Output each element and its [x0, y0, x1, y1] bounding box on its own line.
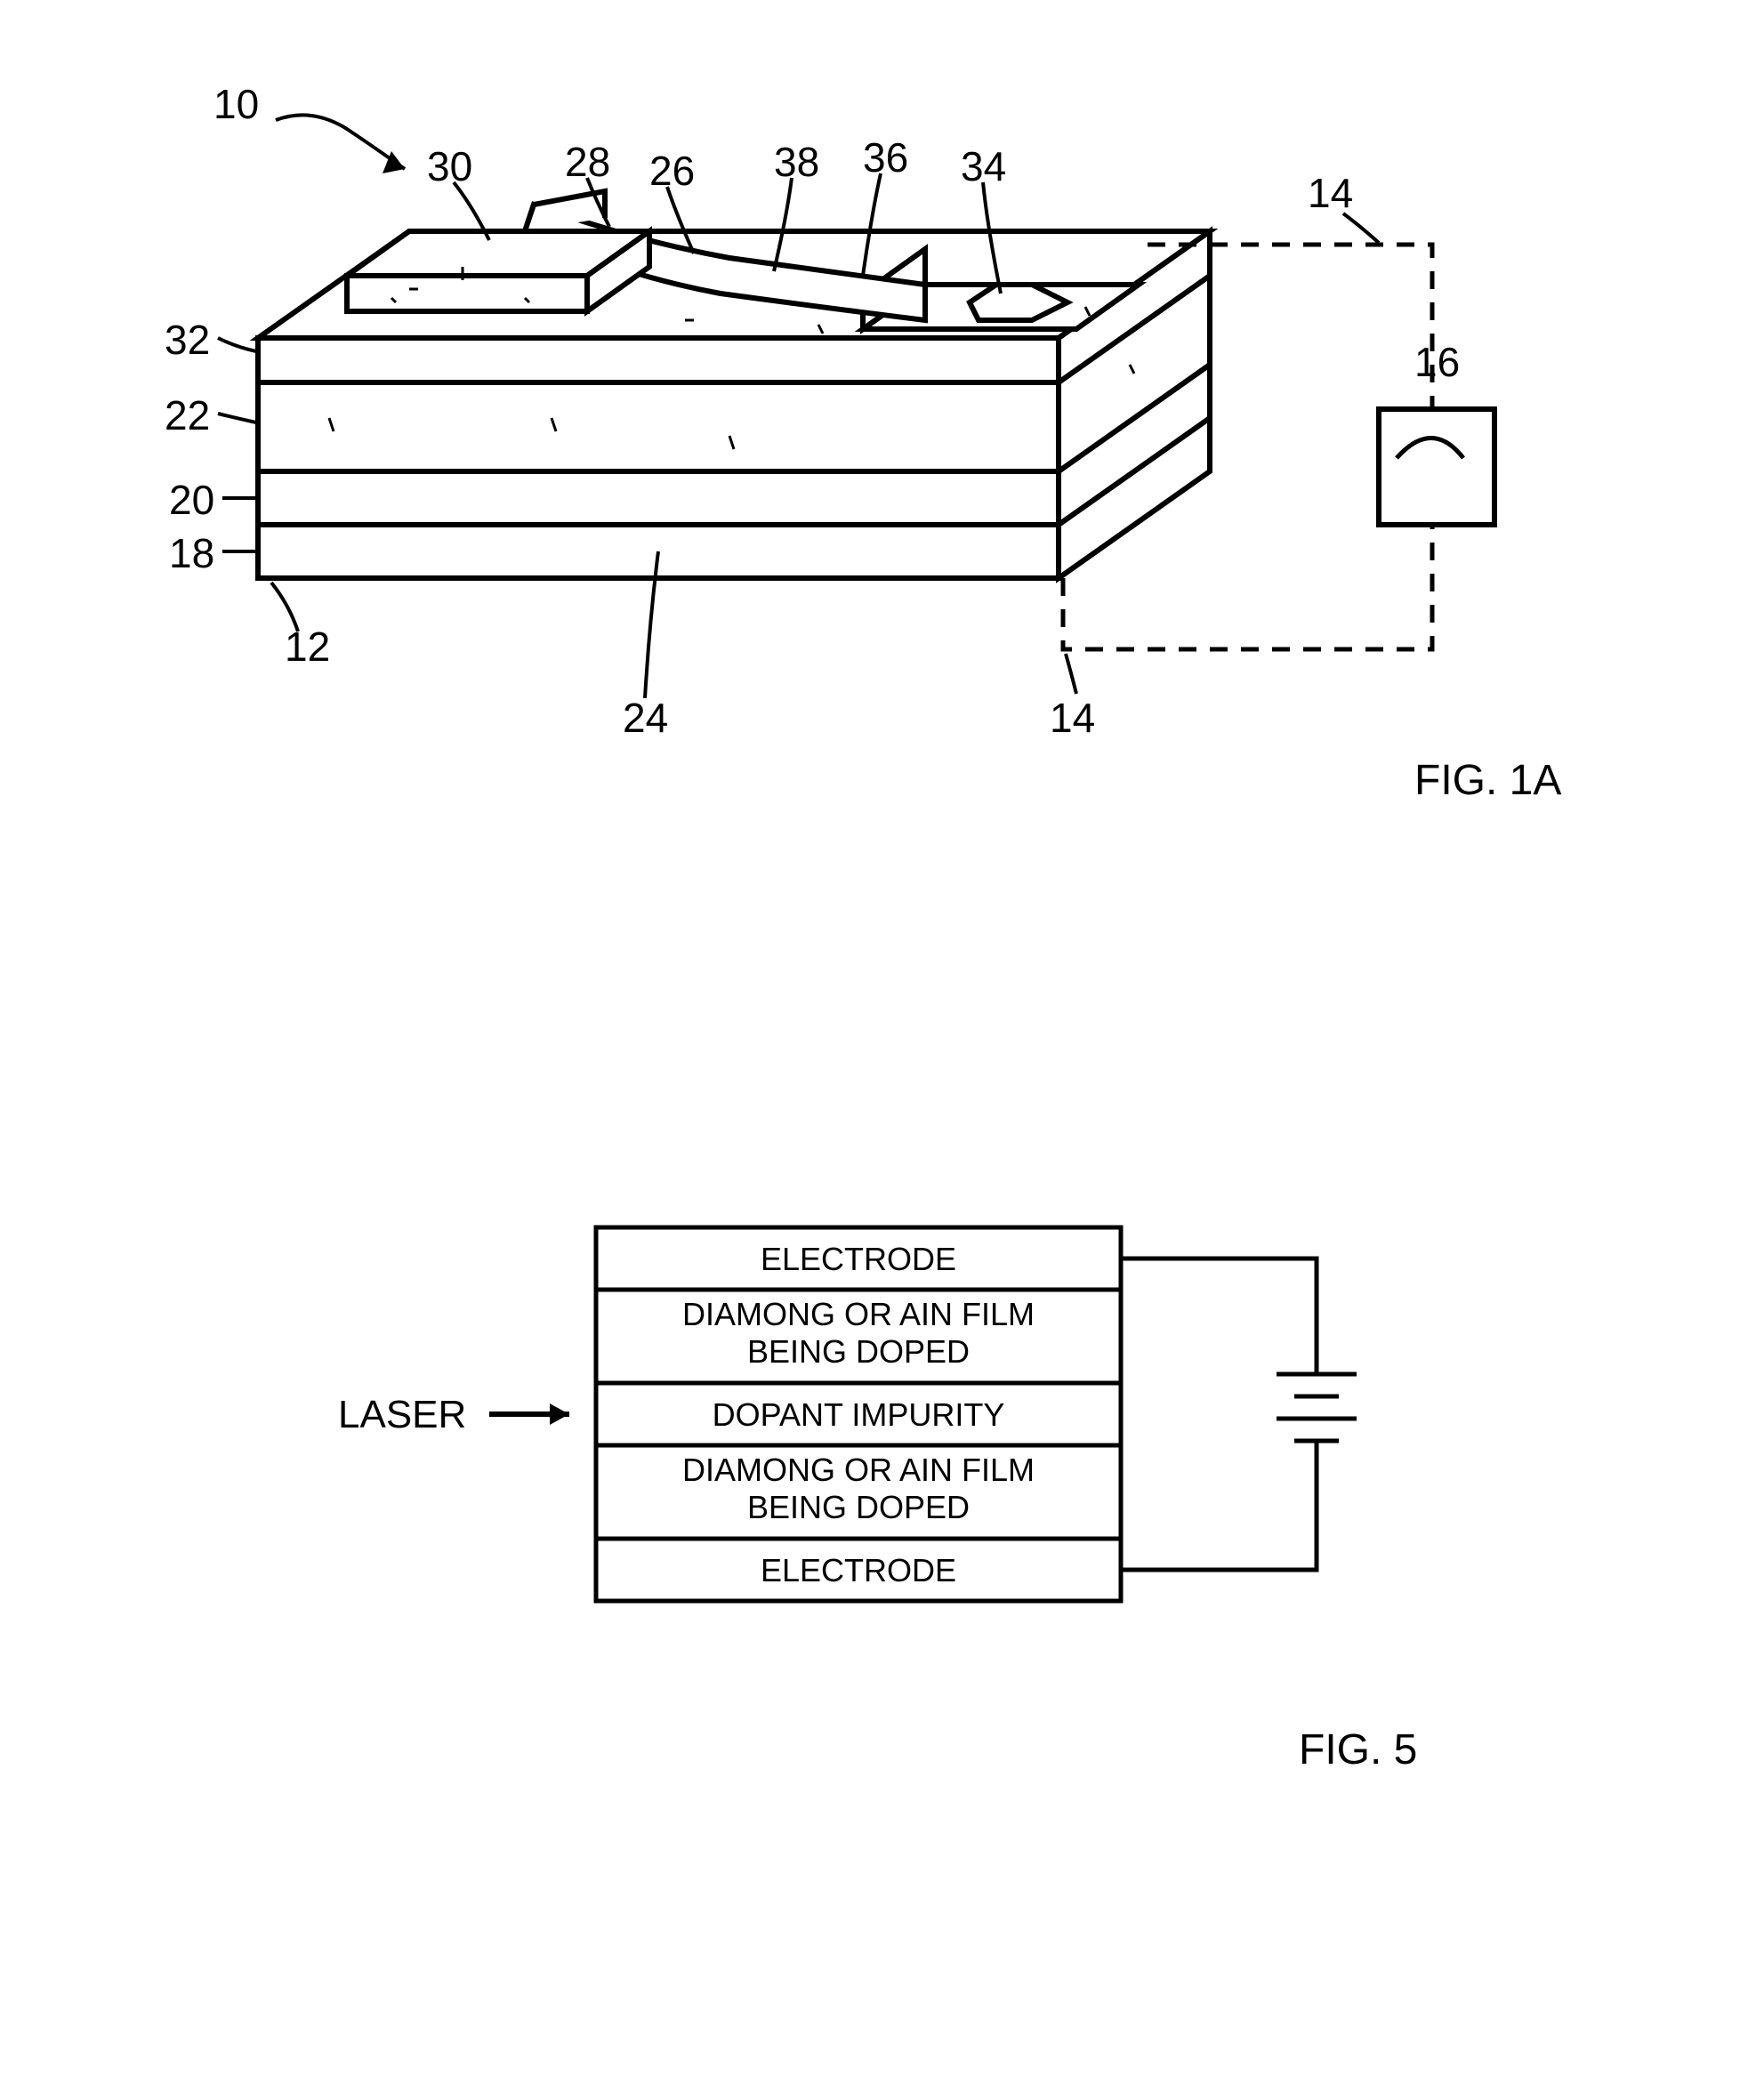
ref-20: 20	[169, 476, 214, 524]
layer-1-text-line1: DIAMONG OR AIN FILM	[682, 1296, 1035, 1332]
layer-2-text: DOPANT IMPURITY	[713, 1396, 1005, 1433]
ref-32: 32	[165, 316, 210, 364]
laser-label: LASER	[338, 1393, 466, 1436]
layer-1-text-line2: BEING DOPED	[747, 1333, 970, 1370]
fig1a-caption: FIG. 1A	[1414, 756, 1561, 805]
figure-5: ELECTRODE DIAMONG OR AIN FILM BEING DOPE…	[338, 1174, 1583, 1797]
ref-12: 12	[285, 623, 330, 671]
layer-0-text: ELECTRODE	[761, 1241, 956, 1277]
ref-28: 28	[565, 138, 610, 186]
fig5-caption: FIG. 5	[1299, 1725, 1417, 1774]
ref-26: 26	[649, 147, 695, 195]
ref-34: 34	[961, 142, 1006, 190]
layer-3-text-line2: BEING DOPED	[747, 1489, 970, 1525]
ref-18: 18	[169, 529, 214, 577]
fig5-svg: ELECTRODE DIAMONG OR AIN FILM BEING DOPE…	[338, 1174, 1583, 1797]
layer-3-text-line1: DIAMONG OR AIN FILM	[682, 1452, 1035, 1488]
ref-36: 36	[863, 133, 908, 181]
ref-14-bottom: 14	[1050, 694, 1095, 742]
ref-30: 30	[427, 142, 472, 190]
figure-1a: 10 30 28 26 38 36 34 32 22 20 18 12 24 1…	[151, 53, 1619, 809]
ref-24: 24	[623, 694, 668, 742]
ref-14-top: 14	[1308, 169, 1353, 217]
ref-10: 10	[213, 80, 259, 128]
ref-16: 16	[1414, 338, 1460, 386]
layer-4-text: ELECTRODE	[761, 1552, 956, 1588]
ref-38: 38	[774, 138, 819, 186]
ref-22: 22	[165, 391, 210, 439]
